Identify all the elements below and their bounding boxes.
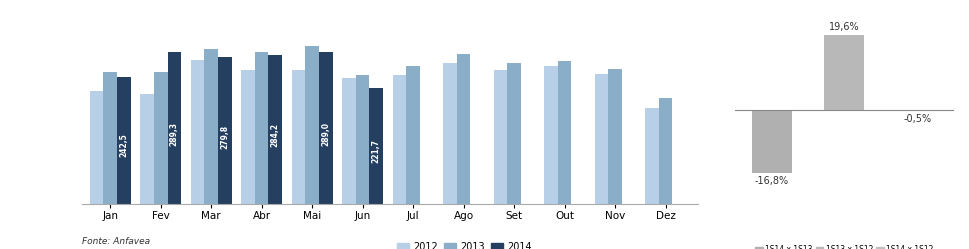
- Bar: [356, 75, 369, 204]
- Bar: [443, 63, 456, 204]
- Bar: [392, 75, 406, 204]
- Text: 289,3: 289,3: [170, 122, 178, 146]
- Text: 242,5: 242,5: [119, 134, 128, 157]
- Legend: 1S14 x 1S13, 1S13 x 1S12, 1S14 x 1S12: 1S14 x 1S13, 1S13 x 1S12, 1S14 x 1S12: [752, 242, 935, 249]
- Text: -0,5%: -0,5%: [902, 115, 930, 124]
- Bar: [369, 88, 383, 204]
- Bar: [141, 94, 154, 204]
- Bar: [218, 57, 232, 204]
- Bar: [594, 74, 608, 204]
- Bar: [255, 52, 268, 204]
- Bar: [268, 55, 282, 204]
- Text: 279,8: 279,8: [220, 124, 229, 149]
- Bar: [117, 77, 131, 204]
- Bar: [104, 72, 117, 204]
- Bar: [292, 70, 305, 204]
- Bar: [493, 70, 507, 204]
- Bar: [319, 52, 332, 204]
- Text: 221,7: 221,7: [371, 139, 381, 163]
- Bar: [896, 110, 936, 112]
- Bar: [824, 35, 863, 110]
- Text: Fonte: Anfavea: Fonte: Anfavea: [82, 237, 150, 246]
- Bar: [191, 60, 204, 204]
- Text: 284,2: 284,2: [270, 124, 279, 147]
- Legend: 2012, 2013, 2014: 2012, 2013, 2014: [392, 238, 535, 249]
- Bar: [406, 66, 420, 204]
- Bar: [90, 91, 104, 204]
- Bar: [456, 54, 470, 204]
- Bar: [507, 63, 520, 204]
- Bar: [241, 70, 255, 204]
- Bar: [154, 72, 168, 204]
- Bar: [544, 66, 557, 204]
- Bar: [342, 78, 356, 204]
- Y-axis label: Produção Mensal
(mil unidades): Produção Mensal (mil unidades): [0, 65, 11, 154]
- Bar: [168, 52, 181, 204]
- Text: -16,8%: -16,8%: [754, 176, 788, 186]
- Text: 19,6%: 19,6%: [828, 22, 859, 32]
- Bar: [644, 108, 658, 204]
- Text: 289,0: 289,0: [321, 122, 330, 146]
- Bar: [658, 98, 672, 204]
- Bar: [608, 68, 621, 204]
- Bar: [305, 47, 319, 204]
- Bar: [751, 110, 791, 173]
- Bar: [557, 61, 571, 204]
- Bar: [204, 49, 218, 204]
